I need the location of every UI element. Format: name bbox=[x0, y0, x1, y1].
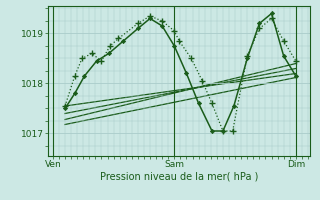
X-axis label: Pression niveau de la mer( hPa ): Pression niveau de la mer( hPa ) bbox=[100, 172, 258, 182]
